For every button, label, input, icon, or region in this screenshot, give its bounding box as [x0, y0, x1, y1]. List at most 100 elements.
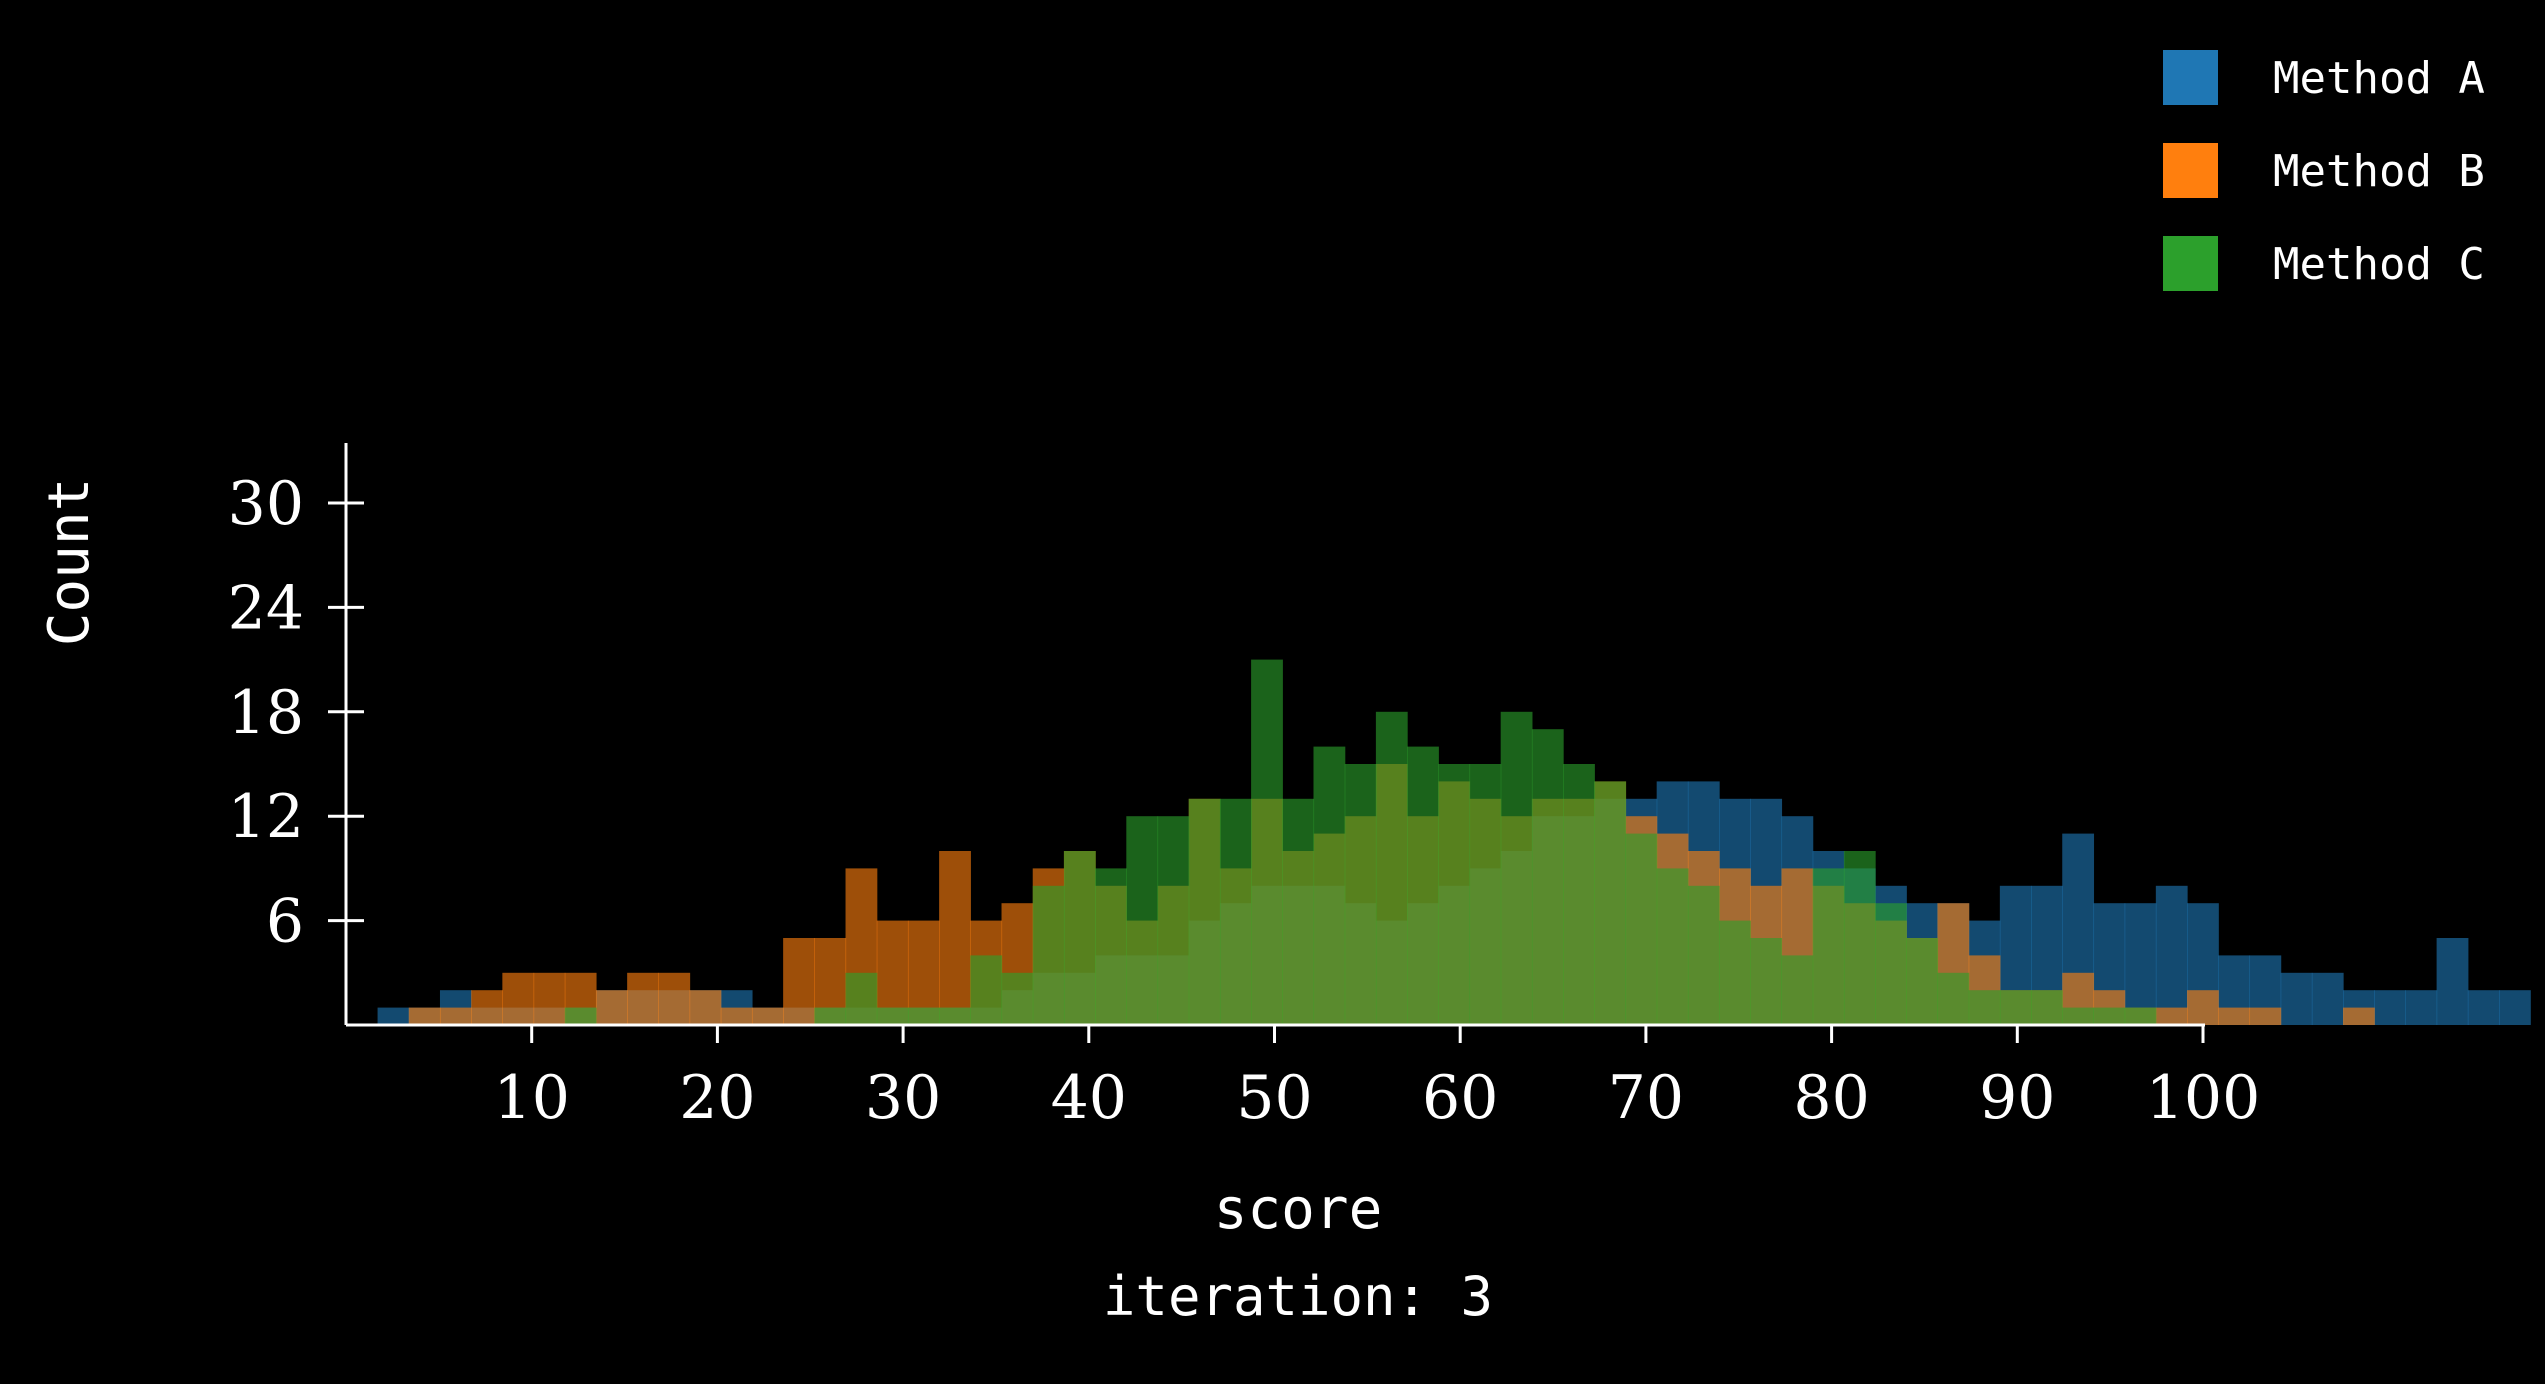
iteration-caption: iteration: 3 — [1103, 1265, 1493, 1328]
legend: Method A Method B Method C — [2163, 50, 2485, 291]
bar-method-c-22 — [1063, 851, 1096, 1025]
bar-method-c-32 — [1375, 711, 1408, 1025]
bar-method-b-57 — [2155, 1007, 2188, 1025]
bar-method-c-40 — [1625, 833, 1658, 1025]
bar-method-c-46 — [1812, 868, 1845, 1025]
tick-labels: 10 20 30 40 50 60 70 80 90 100 6 12 18 24 30 — [228, 469, 2261, 1133]
bar-method-a-56 — [2124, 903, 2157, 1025]
x-axis-title: score — [1214, 1177, 1383, 1242]
bar-method-c-23 — [1095, 868, 1127, 1025]
bar-method-c-35 — [1469, 764, 1502, 1025]
x-tick-label-100: 100 — [2146, 1063, 2261, 1133]
bar-method-b-12 — [751, 1007, 784, 1025]
bar-method-b-10 — [689, 990, 722, 1025]
bar-method-c-27 — [1219, 798, 1252, 1025]
bar-method-b-8 — [627, 972, 659, 1025]
bar-method-c-21 — [1032, 885, 1065, 1025]
bar-method-c-50 — [1937, 972, 1970, 1025]
series-method-c — [564, 659, 2157, 1025]
bar-method-c-55 — [2093, 1007, 2126, 1025]
legend-item-method-c: Method C — [2163, 236, 2485, 291]
bar-method-c-34 — [1438, 764, 1471, 1025]
bar-method-c-49 — [1906, 938, 1939, 1025]
bar-method-c-45 — [1781, 955, 1814, 1025]
bar-method-b-2 — [439, 1007, 472, 1025]
bar-method-c-17 — [907, 1007, 940, 1025]
x-tick-label-60: 60 — [1422, 1063, 1498, 1133]
bar-method-a-68 — [2499, 990, 2531, 1025]
legend-swatch-method-c — [2163, 236, 2218, 291]
bar-method-b-5 — [533, 972, 566, 1025]
bar-method-c-15 — [845, 972, 878, 1025]
bar-method-c-14 — [814, 1007, 847, 1025]
bar-method-c-39 — [1594, 781, 1627, 1025]
bar-method-b-3 — [471, 990, 503, 1025]
bar-method-c-29 — [1282, 798, 1315, 1025]
bar-method-c-56 — [2124, 1007, 2157, 1025]
bar-method-b-13 — [783, 938, 815, 1025]
bar-method-c-24 — [1126, 816, 1159, 1025]
bar-method-b-58 — [2187, 990, 2219, 1025]
axes — [328, 443, 2205, 1043]
bar-method-c-16 — [876, 1007, 909, 1025]
bar-method-c-41 — [1656, 868, 1689, 1025]
y-tick-label-12: 12 — [228, 782, 304, 852]
bar-method-a-64 — [2374, 990, 2407, 1025]
x-tick-label-50: 50 — [1236, 1063, 1312, 1133]
bar-method-c-36 — [1500, 711, 1533, 1025]
bar-method-c-6 — [564, 1007, 597, 1025]
bar-method-c-38 — [1563, 764, 1595, 1025]
y-tick-label-18: 18 — [228, 678, 304, 748]
bar-method-b-7 — [595, 990, 628, 1025]
legend-item-method-b: Method B — [2163, 143, 2485, 198]
iteration-label: iteration: — [1103, 1265, 1428, 1328]
bar-method-b-4 — [502, 972, 535, 1025]
bar-method-b-63 — [2343, 1007, 2375, 1025]
x-tick-label-80: 80 — [1793, 1063, 1869, 1133]
bar-method-c-33 — [1407, 746, 1439, 1025]
bar-method-b-18 — [939, 851, 971, 1025]
bar-method-b-11 — [720, 1007, 753, 1025]
x-tick-label-10: 10 — [494, 1063, 570, 1133]
legend-item-method-a: Method A — [2163, 50, 2485, 105]
bar-method-b-59 — [2218, 1007, 2251, 1025]
histogram-bars — [377, 659, 2531, 1025]
bar-method-a-67 — [2467, 990, 2500, 1025]
bar-method-c-30 — [1313, 746, 1346, 1025]
bar-method-c-51 — [1968, 990, 2001, 1025]
bar-method-a-66 — [2436, 938, 2469, 1025]
bar-method-c-37 — [1531, 729, 1564, 1025]
bar-method-c-28 — [1251, 659, 1283, 1025]
y-tick-label-6: 6 — [266, 887, 304, 957]
bar-method-a-65 — [2405, 990, 2438, 1025]
bar-method-c-18 — [939, 1007, 971, 1025]
y-axis-title: Count — [37, 478, 102, 647]
y-tick-label-24: 24 — [228, 573, 304, 643]
x-tick-label-40: 40 — [1051, 1063, 1127, 1133]
bar-method-b-60 — [2249, 1007, 2282, 1025]
bar-method-c-43 — [1719, 920, 1751, 1025]
bar-method-a-0 — [377, 1007, 410, 1025]
bar-method-c-42 — [1687, 885, 1720, 1025]
bar-method-a-62 — [2311, 972, 2344, 1025]
x-tick-label-20: 20 — [679, 1063, 755, 1133]
bar-method-c-47 — [1843, 851, 1876, 1025]
y-tick-label-30: 30 — [228, 469, 304, 539]
legend-swatch-method-b — [2163, 143, 2218, 198]
bar-method-b-9 — [658, 972, 691, 1025]
legend-swatch-method-a — [2163, 50, 2218, 105]
bar-method-b-1 — [408, 1007, 441, 1025]
bar-method-c-31 — [1344, 764, 1377, 1025]
x-tick-label-90: 90 — [1979, 1063, 2055, 1133]
x-tick-label-30: 30 — [865, 1063, 941, 1133]
bar-method-c-54 — [2062, 1007, 2095, 1025]
bar-method-c-25 — [1157, 816, 1190, 1025]
x-tick-label-70: 70 — [1608, 1063, 1684, 1133]
legend-label-method-b: Method B — [2273, 146, 2485, 197]
bar-method-c-53 — [2031, 990, 2063, 1025]
bar-method-a-57 — [2155, 885, 2188, 1025]
bar-method-c-26 — [1188, 798, 1221, 1025]
bar-method-c-19 — [970, 955, 1003, 1025]
bar-method-c-20 — [1001, 972, 1034, 1025]
